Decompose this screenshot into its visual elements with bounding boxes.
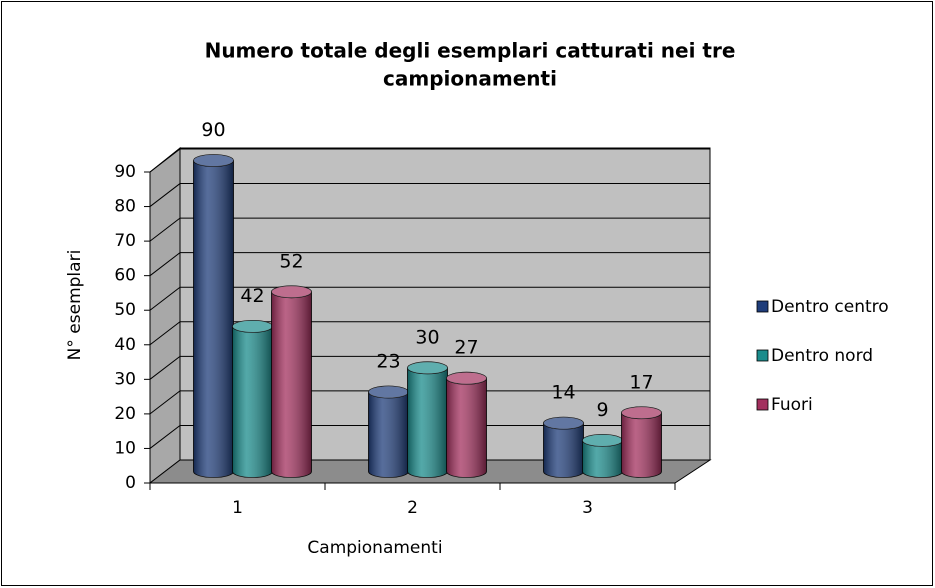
x-tick-label: 3 (582, 498, 593, 518)
bar-shade (582, 440, 623, 478)
y-tick-label: 0 (125, 473, 136, 493)
bar-top-light (621, 406, 662, 419)
bar-shade (407, 367, 448, 478)
bar (582, 433, 623, 478)
value-label: 30 (415, 326, 439, 348)
bar (621, 406, 662, 478)
bar (543, 416, 584, 478)
x-tick-label: 1 (232, 498, 243, 518)
bar-top (446, 371, 487, 385)
y-tick-label: 30 (114, 369, 136, 389)
bar (368, 385, 409, 478)
bar-top-light (543, 417, 584, 430)
grid-line (149, 183, 710, 207)
grid-line (149, 355, 710, 380)
legend-swatch (756, 398, 769, 411)
y-tick-label: 20 (114, 404, 136, 424)
bar-shade (193, 160, 234, 478)
bar-shade (543, 423, 584, 478)
bar-top (271, 285, 312, 299)
y-tick-label: 60 (114, 266, 136, 286)
grid-line (149, 321, 710, 346)
grid-line (149, 252, 710, 277)
grid-line (149, 424, 710, 449)
legend-swatch (756, 300, 769, 313)
legend-label: Dentro nord (771, 346, 873, 366)
bar (271, 285, 312, 478)
bar-shade (271, 291, 312, 478)
bar-shade (232, 326, 273, 478)
y-tick-label: 10 (114, 438, 136, 458)
bar-top (543, 416, 584, 430)
grid-line (149, 390, 710, 415)
bar (193, 154, 234, 478)
value-label: 27 (454, 337, 478, 359)
bar (446, 371, 487, 478)
bar-top-light (582, 434, 623, 447)
x-axis-label: Campionamenti (307, 538, 442, 558)
y-axis-label: N° esemplari (65, 250, 85, 361)
value-label: 42 (240, 285, 264, 307)
value-label: 17 (629, 371, 653, 393)
y-tick-label: 50 (114, 300, 136, 320)
value-label: 90 (201, 119, 225, 141)
bar (407, 361, 448, 478)
side-wall (149, 146, 181, 485)
bar-shade (446, 378, 487, 478)
legend-label: Dentro centro (771, 297, 889, 317)
grid-line (149, 217, 710, 242)
bar-top (621, 406, 662, 420)
chart-title: Numero totale degli esemplari catturati … (205, 39, 736, 63)
chart-title: campionamenti (383, 67, 557, 91)
bar-shade (368, 392, 409, 478)
bar-top-light (446, 372, 487, 385)
bar-top (193, 154, 234, 167)
bar-top-light (271, 285, 312, 298)
bar-shade (621, 412, 662, 478)
y-tick-label: 90 (114, 162, 136, 182)
bar-top-light (193, 154, 234, 167)
y-tick-label: 40 (114, 335, 136, 355)
x-tick-label: 2 (407, 498, 418, 518)
grid-line (149, 286, 710, 311)
bar-top (407, 361, 448, 375)
bar (232, 319, 273, 478)
bar-top-light (368, 386, 409, 399)
value-label: 9 (596, 399, 608, 421)
value-label: 14 (551, 382, 575, 404)
y-tick-label: 80 (114, 197, 136, 217)
legend-swatch (756, 349, 769, 362)
bar-top-light (407, 361, 448, 374)
grid-line (149, 148, 710, 173)
value-label: 52 (279, 250, 303, 272)
bar-top-light (232, 320, 273, 333)
value-label: 23 (376, 351, 400, 373)
legend-label: Fuori (771, 395, 813, 415)
y-tick-label: 70 (114, 231, 136, 251)
